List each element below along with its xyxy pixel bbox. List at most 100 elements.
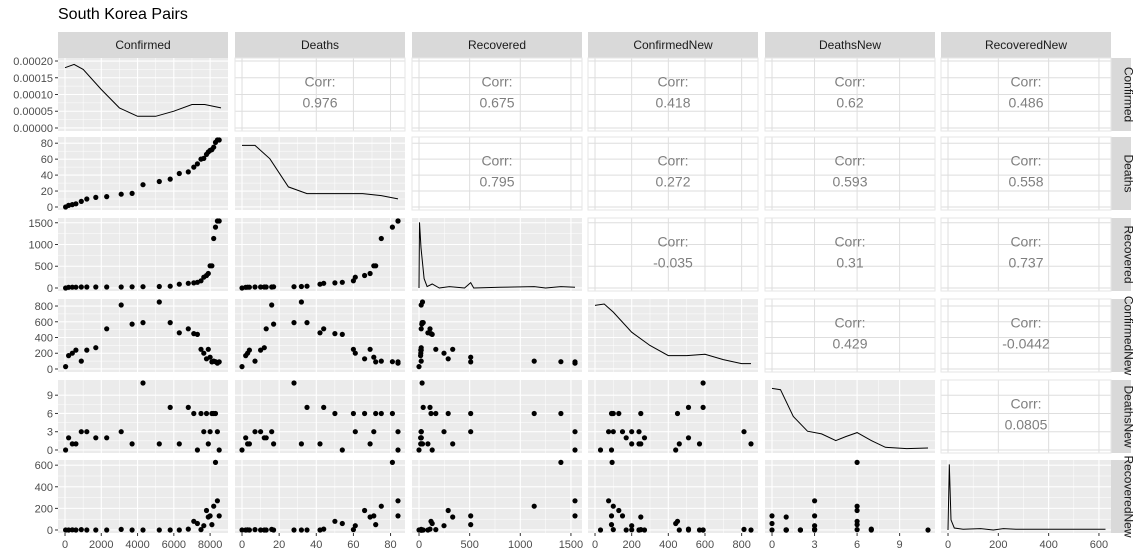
scatter-point	[395, 447, 401, 453]
corr-label: Corr:	[657, 74, 688, 90]
scatter-point	[167, 176, 173, 182]
scatter-point	[362, 272, 368, 279]
y-tick-label: 0.00020	[13, 56, 53, 68]
scatter-point	[156, 299, 162, 305]
scatter-point	[389, 459, 395, 465]
column-strip-deathsnew	[765, 32, 935, 58]
scatter-point	[129, 441, 135, 447]
scatter-point	[263, 326, 269, 332]
x-tick-label: 200	[989, 539, 1007, 551]
panel-r4-c2	[412, 380, 582, 453]
panel-r1-c5: Corr: 0.558	[940, 136, 1112, 211]
scatter-point	[304, 320, 310, 326]
scatter-point	[205, 441, 211, 447]
panel-border	[587, 57, 759, 132]
x-tick-label: 200	[622, 539, 640, 551]
scatter-point	[209, 263, 215, 269]
column-strip-confirmednew	[588, 32, 758, 58]
row-strip-label: DeathsNew	[1122, 385, 1136, 447]
scatter-point	[395, 359, 401, 365]
panel-r1-c3: Corr: 0.272	[587, 136, 759, 211]
scatter-point	[198, 278, 204, 284]
scatter-point	[433, 527, 439, 533]
scatter-point	[673, 520, 679, 527]
scatter-point	[271, 284, 277, 290]
scatter-point	[291, 380, 297, 386]
scatter-point	[373, 522, 379, 528]
column-strip-deaths	[235, 32, 405, 58]
y-tick-label: 600	[35, 460, 53, 472]
scatter-point	[674, 410, 681, 417]
corr-value: 0.486	[1008, 95, 1043, 111]
x-tick-label: 800	[732, 539, 750, 551]
y-tick-label: 800	[35, 301, 53, 313]
scatter-point	[868, 526, 874, 532]
scatter-point	[371, 429, 377, 435]
scatter-point	[441, 350, 447, 356]
panel-r3-c3	[588, 299, 758, 372]
panel-border	[940, 57, 1112, 132]
scatter-point	[271, 527, 277, 533]
panel-bg	[941, 218, 1111, 291]
y-tick-label: 0.00010	[13, 90, 53, 102]
panel-r4-c4	[765, 380, 935, 453]
scatter-point	[207, 354, 213, 360]
scatter-point	[201, 429, 207, 435]
scatter-point	[246, 527, 252, 533]
density-line-confirmednew	[594, 303, 751, 365]
scatter-point	[641, 435, 648, 441]
panel-bg	[588, 299, 758, 372]
panel-r0-c0	[58, 58, 228, 131]
panel-bg	[58, 460, 228, 533]
corr-value: 0.558	[1008, 174, 1043, 190]
scatter-point	[211, 144, 217, 150]
y-tick-label: 400	[35, 482, 53, 494]
scatter-point	[78, 198, 84, 204]
scatter-point	[418, 435, 424, 441]
x-tick-label: 8000	[198, 539, 222, 551]
scatter-point	[429, 447, 435, 453]
corr-label: Corr:	[1010, 74, 1041, 90]
scatter-point	[433, 346, 439, 352]
x-tick-label: 6	[854, 539, 860, 551]
panel-bg	[765, 380, 935, 453]
scatter-point	[252, 358, 258, 364]
y-tick-label: 0	[47, 364, 53, 376]
panel-border	[587, 217, 759, 292]
y-tick-label: 200	[35, 348, 53, 360]
scatter-point	[609, 410, 615, 417]
scatter-point	[167, 320, 173, 326]
scatter-point	[378, 235, 384, 242]
panel-bg	[58, 380, 228, 453]
panel-r3-c2	[412, 299, 582, 372]
scatter-point	[769, 513, 775, 519]
scatter-point	[201, 350, 207, 356]
scatter-point	[418, 326, 424, 332]
scatter-point	[194, 447, 200, 453]
scatter-point	[741, 526, 747, 533]
scatter-point	[78, 527, 84, 533]
column-strip-label: RecoveredNew	[985, 38, 1067, 52]
scatter-point	[427, 404, 433, 410]
scatter-point	[263, 284, 269, 290]
scatter-point	[373, 410, 379, 417]
panel-border	[764, 57, 936, 132]
corr-value: 0.795	[479, 174, 514, 190]
scatter-point	[623, 435, 629, 441]
y-tick-label: 600	[35, 317, 53, 329]
scatter-point	[468, 359, 474, 365]
panel-r1-c2: Corr: 0.795	[411, 136, 583, 211]
x-tick-label: 400	[659, 539, 677, 551]
panel-border	[764, 217, 936, 292]
panel-border	[940, 298, 1112, 373]
scatter-point	[216, 513, 222, 519]
scatter-point	[367, 270, 373, 277]
scatter-point	[608, 513, 615, 519]
scatter-point	[854, 527, 860, 533]
scatter-point	[531, 358, 537, 364]
scatter-point	[140, 182, 146, 188]
y-tick-label: 60	[41, 154, 53, 166]
scatter-point	[140, 380, 146, 386]
panel-r3-c1	[235, 299, 405, 372]
